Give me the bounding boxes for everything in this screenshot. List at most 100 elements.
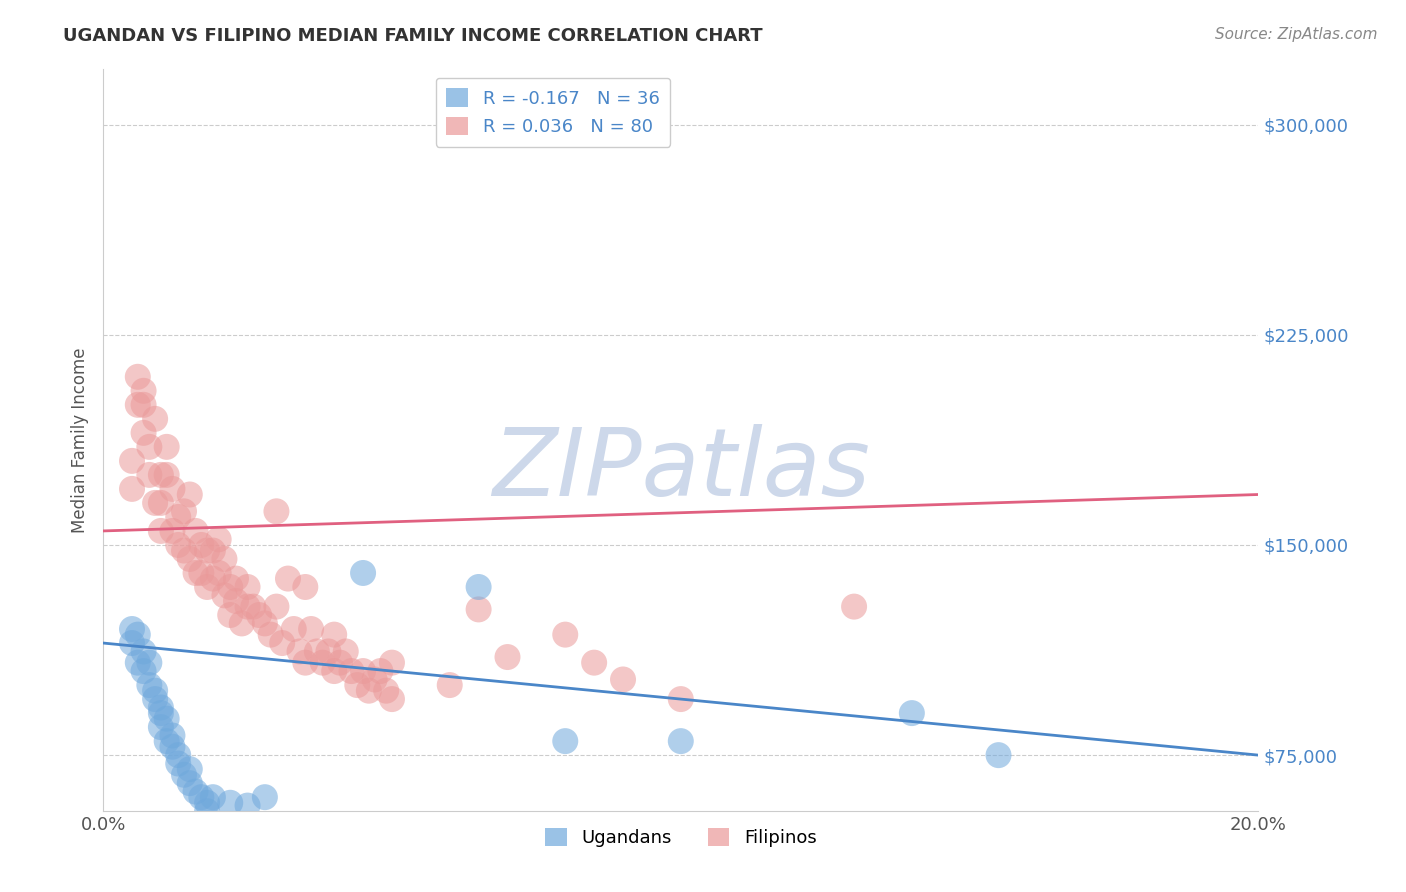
Point [149, 720, 172, 734]
Point [242, 599, 264, 614]
Text: UGANDAN VS FILIPINO MEDIAN FAMILY INCOME CORRELATION CHART: UGANDAN VS FILIPINO MEDIAN FAMILY INCOME… [63, 27, 763, 45]
Point [156, 734, 179, 748]
Point [323, 664, 346, 678]
Point [162, 729, 184, 743]
Point [219, 580, 242, 594]
Point [259, 627, 281, 641]
Point [214, 588, 236, 602]
Point [225, 572, 247, 586]
Point [162, 482, 184, 496]
Point [335, 644, 357, 658]
Point [132, 425, 155, 440]
Point [190, 538, 212, 552]
Y-axis label: Median Family Income: Median Family Income [72, 347, 89, 533]
Point [138, 440, 160, 454]
Point [323, 627, 346, 641]
Point [266, 599, 288, 614]
Point [149, 700, 172, 714]
Point [156, 712, 179, 726]
Point [294, 580, 316, 594]
Legend: Ugandans, Filipinos: Ugandans, Filipinos [538, 821, 824, 855]
Point [370, 664, 392, 678]
Point [236, 580, 259, 594]
Point [467, 580, 489, 594]
Point [208, 566, 231, 580]
Point [375, 683, 398, 698]
Point [127, 656, 149, 670]
Point [173, 543, 195, 558]
Point [167, 756, 190, 771]
Point [346, 678, 368, 692]
Point [294, 656, 316, 670]
Point [138, 467, 160, 482]
Point [179, 762, 201, 776]
Point [247, 607, 270, 622]
Point [219, 796, 242, 810]
Point [381, 692, 404, 706]
Point [253, 616, 276, 631]
Point [299, 622, 322, 636]
Text: Source: ZipAtlas.com: Source: ZipAtlas.com [1215, 27, 1378, 42]
Point [253, 790, 276, 805]
Point [173, 768, 195, 782]
Point [277, 572, 299, 586]
Point [127, 369, 149, 384]
Point [329, 656, 352, 670]
Point [357, 683, 380, 698]
Point [583, 656, 606, 670]
Point [318, 644, 340, 658]
Point [231, 616, 253, 631]
Point [219, 607, 242, 622]
Point [143, 412, 166, 426]
Point [127, 398, 149, 412]
Point [143, 692, 166, 706]
Point [127, 627, 149, 641]
Point [179, 552, 201, 566]
Point [138, 678, 160, 692]
Point [842, 599, 865, 614]
Point [901, 706, 924, 720]
Point [184, 566, 207, 580]
Point [156, 467, 179, 482]
Point [184, 784, 207, 798]
Point [149, 524, 172, 538]
Point [132, 384, 155, 398]
Point [236, 599, 259, 614]
Point [184, 524, 207, 538]
Point [173, 504, 195, 518]
Point [121, 622, 143, 636]
Point [311, 656, 333, 670]
Point [149, 706, 172, 720]
Point [179, 487, 201, 501]
Point [195, 796, 218, 810]
Point [121, 636, 143, 650]
Point [167, 748, 190, 763]
Point [305, 644, 328, 658]
Point [208, 533, 231, 547]
Point [132, 398, 155, 412]
Point [554, 627, 576, 641]
Point [143, 683, 166, 698]
Point [669, 692, 692, 706]
Point [138, 656, 160, 670]
Point [201, 572, 224, 586]
Point [271, 636, 294, 650]
Point [132, 664, 155, 678]
Point [201, 543, 224, 558]
Point [554, 734, 576, 748]
Point [156, 440, 179, 454]
Point [149, 496, 172, 510]
Point [363, 673, 385, 687]
Point [190, 566, 212, 580]
Point [340, 664, 363, 678]
Point [162, 524, 184, 538]
Point [167, 510, 190, 524]
Point [283, 622, 305, 636]
Point [612, 673, 634, 687]
Point [132, 644, 155, 658]
Point [149, 467, 172, 482]
Point [467, 602, 489, 616]
Point [195, 804, 218, 818]
Point [179, 776, 201, 790]
Point [190, 790, 212, 805]
